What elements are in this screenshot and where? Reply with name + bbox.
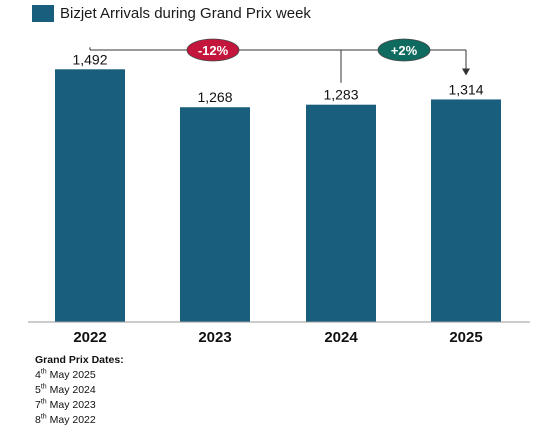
- change-badge-label: -12%: [198, 43, 229, 58]
- change-badge-label: +2%: [391, 43, 418, 58]
- bar: [431, 99, 501, 322]
- note-line: 8th May 2022: [35, 413, 96, 427]
- x-tick-label: 2023: [198, 329, 231, 346]
- note-line: 5th May 2024: [35, 383, 96, 397]
- legend-swatch: [32, 5, 54, 22]
- bar-value-label: 1,314: [448, 81, 483, 97]
- x-tick-label: 2025: [449, 329, 482, 346]
- bar: [306, 104, 376, 323]
- note-line: 7th May 2023: [35, 398, 96, 412]
- x-tick-label: 2022: [73, 329, 106, 346]
- x-tick-label: 2024: [324, 329, 358, 346]
- grand-prix-dates: Grand Prix Dates: 4th May 2025 5th May 2…: [35, 353, 124, 428]
- chart-canvas: 1,492 2022 1,268 2023 1,283 2024 1,314 2025 -12%…: [28, 38, 530, 346]
- bar: [180, 107, 250, 322]
- change-badge: [377, 38, 431, 62]
- notes-title: Grand Prix Dates:: [35, 354, 124, 366]
- bar-value-label: 1,268: [197, 89, 232, 105]
- note-line: 4th May 2025: [35, 368, 96, 382]
- bar-value-label: 1,283: [323, 87, 358, 103]
- chart-legend: Bizjet Arrivals during Grand Prix week: [32, 5, 311, 22]
- change-badge: [186, 38, 240, 62]
- bar: [55, 69, 125, 322]
- arrow-head: [462, 68, 470, 76]
- legend-label: Bizjet Arrivals during Grand Prix week: [60, 5, 311, 22]
- bar-chart: 1,492 2022 1,268 2023 1,283 2024 1,314 2025 -12%…: [28, 38, 530, 346]
- bar-value-label: 1,492: [72, 51, 107, 67]
